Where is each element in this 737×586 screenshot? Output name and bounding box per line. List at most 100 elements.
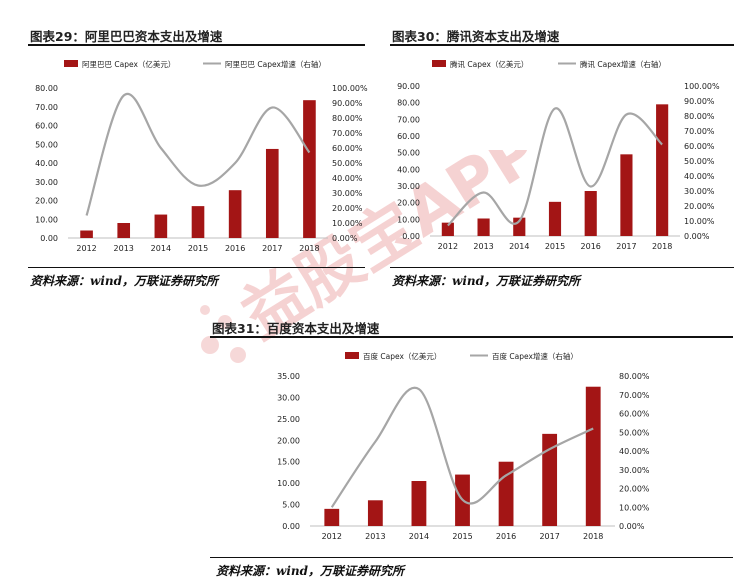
y-right-tick-label: 80.00% (619, 372, 650, 381)
y-right-tick-label: 60.00% (332, 144, 363, 153)
legend-bar-label: 百度 Capex（亿美元） (363, 351, 441, 361)
y-left-tick-label: 35.00 (277, 372, 300, 381)
capex-bar (367, 500, 383, 526)
y-left-tick-label: 50.00 (35, 140, 58, 149)
legend-bar-label: 阿里巴巴 Capex（亿美元） (82, 59, 175, 69)
x-tick-label: 2015 (545, 242, 565, 251)
y-right-tick-label: 60.00% (619, 410, 650, 419)
x-tick-label: 2012 (322, 532, 342, 541)
y-right-tick-label: 70.00% (619, 391, 650, 400)
x-tick-label: 2018 (652, 242, 672, 251)
y-right-tick-label: 80.00% (332, 114, 363, 123)
y-right-tick-label: 40.00% (619, 447, 650, 456)
figure-30-bottom-rule (390, 267, 734, 268)
x-tick-label: 2016 (581, 242, 601, 251)
capex-bar (303, 100, 316, 238)
x-tick-label: 2016 (496, 532, 516, 541)
y-left-tick-label: 80.00 (397, 99, 420, 108)
y-left-tick-label: 60.00 (397, 132, 420, 141)
y-left-tick-label: 30.00 (397, 182, 420, 191)
capex-bar (154, 214, 168, 238)
y-left-tick-label: 15.00 (277, 458, 300, 467)
x-tick-label: 2013 (114, 244, 134, 253)
y-right-tick-label: 70.00% (332, 129, 363, 138)
y-right-tick-label: 60.00% (684, 142, 715, 151)
y-left-tick-label: 25.00 (277, 415, 300, 424)
x-tick-label: 2015 (452, 532, 472, 541)
figure-31-title: 图表31：百度资本支出及增速 (212, 321, 380, 336)
legend-bar-swatch (345, 352, 359, 359)
y-right-tick-label: 0.00% (684, 232, 710, 241)
y-left-tick-label: 20.00 (397, 199, 420, 208)
y-left-tick-label: 40.00 (35, 159, 58, 168)
y-left-tick-label: 0.00 (282, 522, 300, 531)
y-right-tick-label: 80.00% (684, 112, 715, 121)
figure-31-source: 资料来源：wind，万联证券研究所 (216, 564, 405, 578)
capex-bar (620, 154, 633, 236)
x-tick-label: 2014 (409, 532, 429, 541)
x-tick-label: 2016 (225, 244, 245, 253)
capex-bar (117, 223, 131, 238)
x-tick-label: 2017 (616, 242, 636, 251)
capex-bar (191, 206, 205, 238)
y-right-tick-label: 20.00% (619, 485, 650, 494)
x-tick-label: 2018 (583, 532, 603, 541)
x-tick-label: 2014 (151, 244, 171, 253)
y-left-tick-label: 10.00 (397, 215, 420, 224)
y-right-tick-label: 30.00% (332, 189, 363, 198)
y-left-tick-label: 0.00 (402, 232, 420, 241)
capex-bar (80, 230, 93, 238)
x-tick-label: 2013 (473, 242, 493, 251)
x-tick-label: 2014 (509, 242, 529, 251)
y-left-tick-label: 10.00 (35, 215, 58, 224)
growth-line (330, 386, 594, 508)
capex-bar (441, 222, 454, 236)
y-right-tick-label: 10.00% (332, 219, 363, 228)
capex-bar (584, 191, 597, 236)
legend-bar-swatch (432, 60, 446, 67)
y-right-tick-label: 100.00% (332, 84, 368, 93)
figure-29-bottom-rule (28, 267, 365, 268)
figure-29-title: 图表29：阿里巴巴资本支出及增速 (30, 29, 223, 44)
y-right-tick-label: 30.00% (619, 466, 650, 475)
legend-bar-label: 腾讯 Capex（亿美元） (450, 59, 528, 69)
y-left-tick-label: 30.00 (277, 393, 300, 402)
growth-line (85, 92, 311, 216)
x-tick-label: 2012 (438, 242, 458, 251)
y-right-tick-label: 50.00% (619, 428, 650, 437)
y-left-tick-label: 0.00 (40, 234, 58, 243)
x-tick-label: 2012 (76, 244, 96, 253)
capex-bar (656, 104, 669, 236)
legend-line-label: 腾讯 Capex增速（右轴） (580, 59, 666, 69)
capex-bar (548, 201, 562, 236)
y-left-tick-label: 80.00 (35, 84, 58, 93)
capex-bar (324, 508, 340, 526)
figure-30-top-rule (390, 44, 734, 46)
y-left-tick-label: 60.00 (35, 122, 58, 131)
capex-bar (477, 218, 490, 236)
alibaba-capex-chart: 阿里巴巴 Capex（亿美元） 阿里巴巴 Capex增速（右轴） 0.00 10.00… (35, 59, 368, 253)
x-tick-label: 2018 (299, 244, 319, 253)
legend-bar-swatch (64, 60, 78, 67)
y-right-tick-label: 40.00% (332, 174, 363, 183)
y-right-tick-label: 90.00% (332, 99, 363, 108)
baidu-capex-chart: 百度 Capex（亿美元） 百度 Capex增速（右轴） 0.00 5.00 10.00… (277, 351, 650, 541)
figure-29-top-rule (28, 44, 365, 46)
x-tick-label: 2017 (262, 244, 282, 253)
tencent-capex-chart: 腾讯 Capex（亿美元） 腾讯 Capex增速（右轴） 0.00 10.00 20.0… (397, 59, 720, 251)
x-tick-label: 2017 (539, 532, 559, 541)
y-right-tick-label: 70.00% (684, 127, 715, 136)
capex-bar (585, 386, 601, 526)
y-right-tick-label: 30.00% (684, 187, 715, 196)
y-left-tick-label: 10.00 (277, 479, 300, 488)
y-right-tick-label: 50.00% (332, 159, 363, 168)
y-left-tick-label: 5.00 (282, 501, 300, 510)
y-left-tick-label: 20.00 (35, 197, 58, 206)
y-right-tick-label: 40.00% (684, 172, 715, 181)
figure-31-top-rule (210, 336, 733, 338)
y-left-tick-label: 30.00 (35, 178, 58, 187)
y-right-tick-label: 0.00% (332, 234, 358, 243)
y-left-tick-label: 20.00 (277, 436, 300, 445)
y-left-tick-label: 70.00 (35, 103, 58, 112)
capex-bar (228, 190, 242, 238)
